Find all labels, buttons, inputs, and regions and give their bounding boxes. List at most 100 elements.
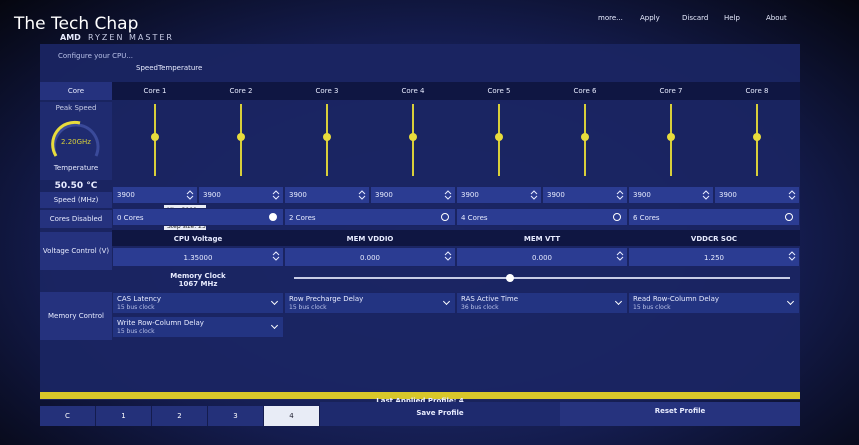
menu-item[interactable]: Apply xyxy=(640,14,660,22)
dropdown-name: RAS Active Time xyxy=(461,295,519,303)
speed-value: 3900 xyxy=(547,191,565,199)
tooltip-line: Step size: 25 xyxy=(167,223,206,230)
radio[interactable] xyxy=(613,213,621,221)
gauge-box: Peak Speed 2.20GHz Temperature xyxy=(40,102,112,180)
voltage-input[interactable]: 1.250 xyxy=(628,247,800,267)
menu-item[interactable]: About xyxy=(766,14,787,22)
dropdown-arrow xyxy=(270,297,279,306)
product: RYZEN MASTER xyxy=(88,33,174,42)
dropdown-name: Read Row-Column Delay xyxy=(633,295,720,303)
dropdown-value: 36 bus clock xyxy=(461,304,499,311)
speed-input[interactable]: 3900 xyxy=(542,186,628,204)
slider-knob[interactable] xyxy=(409,133,417,141)
profile-tab[interactable]: C xyxy=(40,406,96,426)
speed-input[interactable]: 3900 xyxy=(714,186,800,204)
profile-status: Last Applied Profile: 4 xyxy=(376,397,464,405)
cores-option[interactable]: 6 Cores xyxy=(628,208,800,226)
memory-knob[interactable] xyxy=(506,274,514,282)
dropdown[interactable]: CAS Latency 15 bus clock xyxy=(112,292,284,314)
core-header: Core xyxy=(40,82,112,100)
cores-option-text: 6 Cores xyxy=(633,214,660,222)
speed-input[interactable]: 3900 xyxy=(456,186,542,204)
dropdown-name: Write Row-Column Delay xyxy=(117,319,204,327)
spinner[interactable] xyxy=(788,250,796,262)
slider-knob[interactable] xyxy=(495,133,503,141)
menu-item[interactable]: more... xyxy=(598,14,623,22)
save-profile[interactable]: Save Profile xyxy=(320,402,560,426)
speed-input[interactable]: 3900 xyxy=(198,186,284,204)
temperature-value: 50.50 °C xyxy=(54,181,98,191)
profile-tab[interactable]: 2 xyxy=(152,406,208,426)
spinner[interactable] xyxy=(788,189,796,201)
core-label: Core 6 xyxy=(542,82,628,100)
core-label: Core 5 xyxy=(456,82,542,100)
speed-input[interactable]: 3900 xyxy=(628,186,714,204)
cores-option-text: 0 Cores xyxy=(117,214,144,222)
dropdown-value: 15 bus clock xyxy=(289,304,327,311)
radio[interactable] xyxy=(441,213,449,221)
configure: Configure your CPU... xyxy=(58,52,134,60)
dropdown[interactable]: Row Precharge Delay 15 bus clock xyxy=(284,292,456,314)
spinner[interactable] xyxy=(616,189,624,201)
core-label: Core 1 xyxy=(112,82,198,100)
slider-knob[interactable] xyxy=(237,133,245,141)
voltage-name: VDDCR SOC xyxy=(628,230,800,246)
speed-input[interactable]: 3900 xyxy=(112,186,198,204)
voltage-input[interactable]: 0.000 xyxy=(284,247,456,267)
spinner[interactable] xyxy=(530,189,538,201)
slider-knob[interactable] xyxy=(323,133,331,141)
speed-value: 3900 xyxy=(719,191,737,199)
view-option[interactable]: Temperature xyxy=(158,64,203,72)
menu-item[interactable]: Help xyxy=(724,14,740,22)
cores-option[interactable]: 2 Cores xyxy=(284,208,456,226)
core-label: Core 4 xyxy=(370,82,456,100)
profile-tab[interactable]: 4 xyxy=(264,406,320,426)
cores-option[interactable]: 4 Cores xyxy=(456,208,628,226)
core-label: Core 8 xyxy=(714,82,800,100)
voltage-input[interactable]: 0.000 xyxy=(456,247,628,267)
spinner[interactable] xyxy=(272,189,280,201)
profile-tab[interactable]: 3 xyxy=(208,406,264,426)
spinner[interactable] xyxy=(444,189,452,201)
voltage-input[interactable]: 1.35000 xyxy=(112,247,284,267)
reset-profile[interactable]: Reset Profile xyxy=(560,402,800,426)
slider-knob[interactable] xyxy=(151,133,159,141)
speed-input[interactable]: 3900 xyxy=(370,186,456,204)
dropdown-value: 15 bus clock xyxy=(633,304,671,311)
menu-item[interactable]: Discard xyxy=(682,14,709,22)
view-option[interactable]: Speed xyxy=(136,64,158,72)
slider-knob[interactable] xyxy=(667,133,675,141)
slider-knob[interactable] xyxy=(581,133,589,141)
dropdown[interactable]: Write Row-Column Delay 15 bus clock xyxy=(112,316,284,338)
cores-option[interactable]: 0 Cores xyxy=(112,208,284,226)
cores-option-text: 4 Cores xyxy=(461,214,488,222)
core-label: Core 7 xyxy=(628,82,714,100)
memory-control-label: Memory Control xyxy=(40,292,112,340)
dropdown-arrow xyxy=(614,297,623,306)
spinner[interactable] xyxy=(272,250,280,262)
spinner[interactable] xyxy=(616,250,624,262)
radio[interactable] xyxy=(269,213,277,221)
memory-slider xyxy=(294,277,790,279)
dropdown-value: 15 bus clock xyxy=(117,304,155,311)
slider-knob[interactable] xyxy=(753,133,761,141)
cores-disabled-label: Cores Disabled xyxy=(40,210,112,228)
speed-input[interactable]: 3900 xyxy=(284,186,370,204)
speed-value: 3900 xyxy=(633,191,651,199)
dropdown[interactable]: RAS Active Time 36 bus clock xyxy=(456,292,628,314)
spinner[interactable] xyxy=(444,250,452,262)
dropdown-value: 15 bus clock xyxy=(117,328,155,335)
dropdown-arrow xyxy=(786,297,795,306)
peak-speed-value: 2.20GHz xyxy=(61,138,91,146)
spinner[interactable] xyxy=(358,189,366,201)
radio[interactable] xyxy=(785,213,793,221)
watermark: The Tech Chap xyxy=(14,14,139,34)
spinner[interactable] xyxy=(186,189,194,201)
speed-value: 3900 xyxy=(375,191,393,199)
profile-tab[interactable]: 1 xyxy=(96,406,152,426)
memory-clock-value: 1067 MHz xyxy=(178,280,218,288)
core-label: Core 3 xyxy=(284,82,370,100)
spinner[interactable] xyxy=(702,189,710,201)
dropdown[interactable]: Read Row-Column Delay 15 bus clock xyxy=(628,292,800,314)
